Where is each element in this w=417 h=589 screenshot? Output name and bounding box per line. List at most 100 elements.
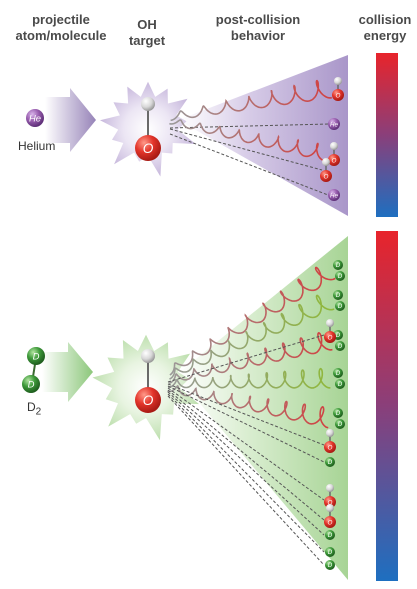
- bottom-dash-6-d-sphere: [325, 530, 335, 540]
- header-post-collision-line2: behavior: [230, 28, 286, 43]
- top-outcome-extra-line: [169, 128, 323, 171]
- bottom-spiral-3-d-b-label: D: [338, 344, 343, 350]
- bottom-dash-2-oh: O: [324, 429, 336, 453]
- bottom-dash-7-d-sphere: [325, 547, 335, 557]
- bottom-spiral-1-d-b: D: [335, 271, 345, 281]
- bottom-dash-1-oh-oxygen: O: [324, 331, 336, 343]
- projectile-d2-atom-2-sphere: [22, 375, 40, 393]
- bottom-spiral-2-d-b-sphere: [335, 301, 345, 311]
- bottom-spiral-1-d-a-sphere: [333, 260, 343, 270]
- trajectory-layer: [167, 79, 336, 566]
- bottom-spiral-3-d-a-label: D: [336, 333, 341, 339]
- bottom-spiral-4-d-b: D: [335, 379, 345, 389]
- bottom-spiral-3-d-b: D: [335, 341, 345, 351]
- top-outcome-extra-oh-oxygen: O: [320, 170, 332, 182]
- target-oh-top: O: [135, 97, 161, 161]
- target-oh-bottom-hydrogen-sphere: [141, 349, 155, 363]
- projectile-d2-atom-1-sphere: [27, 347, 45, 365]
- bottom-dash-5-oh: O: [324, 504, 336, 528]
- bottom-dash-4-oh-oxygen-label: O: [328, 499, 333, 506]
- target-oh-top-hydrogen-sphere: [141, 97, 155, 111]
- top-outcome-4-line: [169, 133, 329, 196]
- bottom-spiral-3: [168, 332, 333, 385]
- bottom-dash-3-d-sphere: [325, 457, 335, 467]
- top-outcome-3-oh-hydrogen-sphere: [330, 142, 338, 150]
- subscript: 2: [35, 406, 42, 418]
- header-target-line2: target: [128, 33, 166, 48]
- bottom-dash-5-oh-oxygen-label: O: [328, 519, 333, 526]
- top-outcome-1-oh-hydrogen-sphere: [334, 77, 342, 85]
- bottom-dash-4-line: [167, 387, 325, 501]
- top-outcome-2-he-sphere: [328, 118, 340, 130]
- bottom-spiral-4-d-a-sphere: [333, 368, 343, 378]
- header-projectile-line1: projectile: [32, 12, 90, 27]
- projectile-d2-atom-2-label: D: [28, 379, 35, 390]
- bottom-dash-2-oh-oxygen-label: O: [328, 444, 333, 451]
- bottom-dash-2-oh-oxygen: O: [324, 441, 336, 453]
- bottom-spiral-4: [168, 367, 331, 389]
- target-oh-bottom-oxygen-sphere: [135, 387, 161, 413]
- top-outcome-1-oh-oxygen: O: [332, 89, 344, 101]
- header-energy-line1: collision: [358, 12, 412, 27]
- bottom-spiral-2-d-b-label: D: [338, 304, 343, 310]
- projectile-d2-atom-1: D: [27, 347, 45, 365]
- target-oh-top-oxygen: O: [135, 135, 161, 161]
- bottom-spiral-1-d-a: D: [333, 260, 343, 270]
- bottom-dash-1-oh-hydrogen-sphere: [326, 319, 334, 327]
- top-outcome-extra-oh-oxygen-label: O: [324, 173, 329, 180]
- top-outcome-extra-oh-oxygen-sphere: [320, 170, 332, 182]
- bottom-dash-8-d-sphere: [325, 560, 335, 570]
- bottom-spiral-4-d-b-sphere: [335, 379, 345, 389]
- bottom-dash-2-oh-hydrogen-sphere: [326, 429, 334, 437]
- bottom-dash-7-d: D: [325, 547, 335, 557]
- bottom-dash-6-d: D: [325, 530, 335, 540]
- header-energy: collision energy: [352, 12, 417, 44]
- top-outcome-3-spiral: [169, 119, 325, 162]
- bottom-dash-8-line: [167, 395, 325, 566]
- bottom-spiral-2: [169, 294, 335, 380]
- projectile-label-helium: Helium: [18, 139, 56, 153]
- fan-d2: [176, 236, 348, 580]
- bottom-dash-3-d-label: D: [328, 460, 333, 466]
- energy-bar-bottom: [376, 231, 398, 581]
- projectile-d2-atom-1-label: D: [33, 351, 40, 362]
- target-oh-bottom-hydrogen: [141, 349, 155, 363]
- bottom-dash-8-d: D: [325, 560, 335, 570]
- bottom-spiral-4-d-b-label: D: [338, 382, 343, 388]
- bottom-dash-4-oh: O: [324, 484, 336, 508]
- target-oh-top-hydrogen: [141, 97, 155, 111]
- bottom-spiral-5-d-b-label: D: [338, 422, 343, 428]
- bottom-spiral-2-d-a-label: D: [336, 293, 341, 299]
- bottom-spiral-2-d-a-sphere: [333, 290, 343, 300]
- projectile-d2: DD: [22, 347, 45, 393]
- top-outcome-2-he-label: He: [330, 121, 339, 128]
- target-oh-top-oxygen-sphere: [135, 135, 161, 161]
- top-outcome-3-oh: O: [328, 142, 340, 166]
- header-post-collision-line1: post-collision: [215, 12, 301, 27]
- bottom-dash-5-oh-oxygen: O: [324, 516, 336, 528]
- projectile-helium-sphere: [26, 109, 44, 127]
- bottom-spiral-5-d-a-sphere: [333, 408, 343, 418]
- bottom-spiral-5-d-a: D: [333, 408, 343, 418]
- bottom-spiral-4-d-a: D: [333, 368, 343, 378]
- bottom-dash-1-oh: O: [324, 319, 336, 343]
- target-oh-top-oxygen-label: O: [143, 141, 154, 156]
- bottom-dash-4-oh-oxygen-sphere: [324, 496, 336, 508]
- bottom-dash-1-oh-oxygen-label: O: [328, 334, 333, 341]
- arrow-helium: [45, 88, 96, 152]
- bottom-dash-4-oh-hydrogen-sphere: [326, 484, 334, 492]
- energy-bar-top: [376, 53, 398, 217]
- bottom-spiral-5-d-b: D: [335, 419, 345, 429]
- top-outcome-1-oh-hydrogen: [334, 77, 342, 85]
- bottom-dash-1-line: [167, 334, 325, 383]
- top-outcome-1-oh-oxygen-sphere: [332, 89, 344, 101]
- bottom-dash-5-line: [167, 389, 325, 521]
- bottom-spiral-5-d-a-label: D: [336, 411, 341, 417]
- top-outcome-extra-oh-hydrogen: [322, 158, 330, 166]
- top-outcome-3-oh-hydrogen: [330, 142, 338, 150]
- header-projectile-line2: atom/molecule: [15, 28, 107, 43]
- bottom-dash-4-oh-hydrogen: [326, 484, 334, 492]
